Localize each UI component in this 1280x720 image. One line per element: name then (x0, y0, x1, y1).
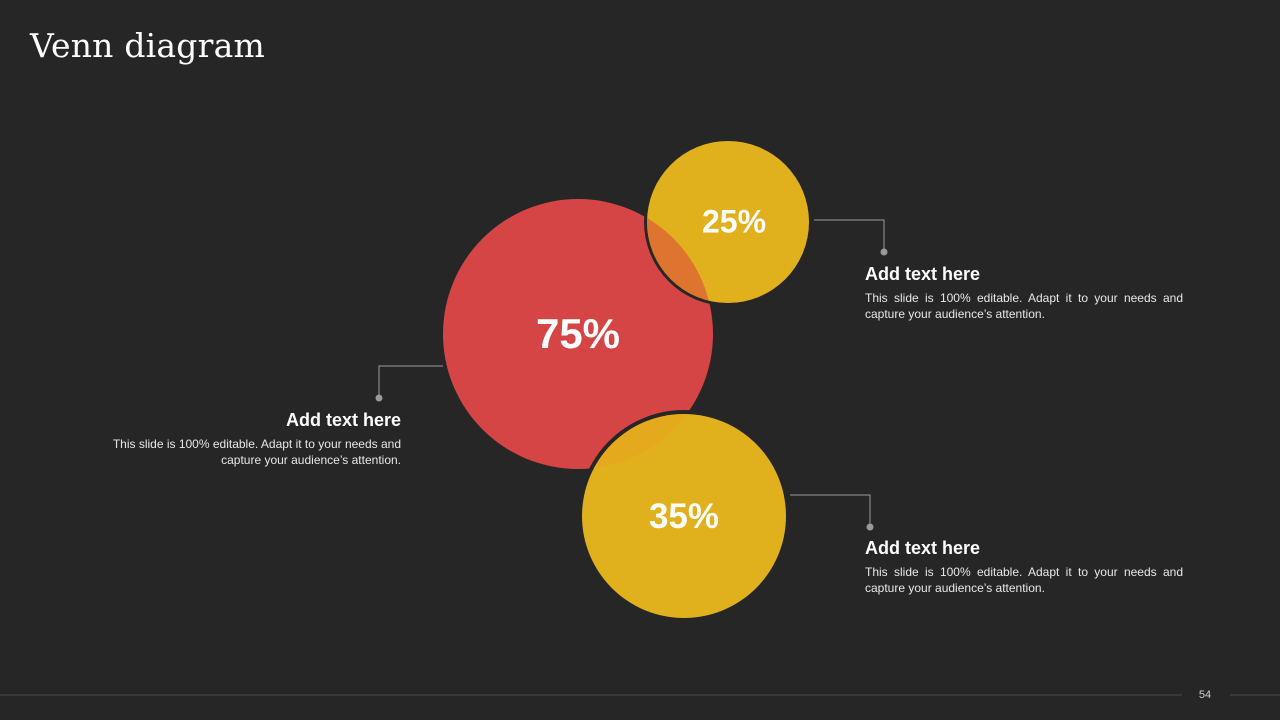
label-25: 25% (701, 203, 767, 240)
callout-left-heading: Add text here (285, 410, 401, 430)
connector-bottom-right (790, 494, 871, 527)
callout-top-right-body: This slide is 100% editable. Adapt it to… (865, 291, 1183, 321)
page-number: 54 (1198, 689, 1212, 701)
connector-dot-top-right (880, 248, 888, 256)
connector-top-right (814, 219, 885, 252)
connector-dot-bottom-right (866, 523, 874, 531)
callout-bottom-right: Add text here This slide is 100% editabl… (865, 538, 1183, 596)
callout-bottom-right-body: This slide is 100% editable. Adapt it to… (865, 565, 1183, 595)
slide-title: Venn diagram (30, 26, 265, 65)
circle-35 (582, 414, 786, 618)
connector-left (378, 365, 443, 398)
callout-top-right-heading: Add text here (865, 264, 981, 284)
connector-dot-left (375, 394, 383, 402)
circle-75 (443, 199, 713, 469)
overlap-top (647, 199, 713, 303)
callout-left: Add text here This slide is 100% editabl… (80, 410, 401, 468)
callout-top-right: Add text here This slide is 100% editabl… (865, 264, 1183, 322)
label-35: 35% (648, 497, 720, 536)
callout-left-body: This slide is 100% editable. Adapt it to… (112, 437, 401, 467)
callout-bottom-right-heading: Add text here (865, 538, 981, 558)
label-75: 75% (535, 310, 621, 357)
